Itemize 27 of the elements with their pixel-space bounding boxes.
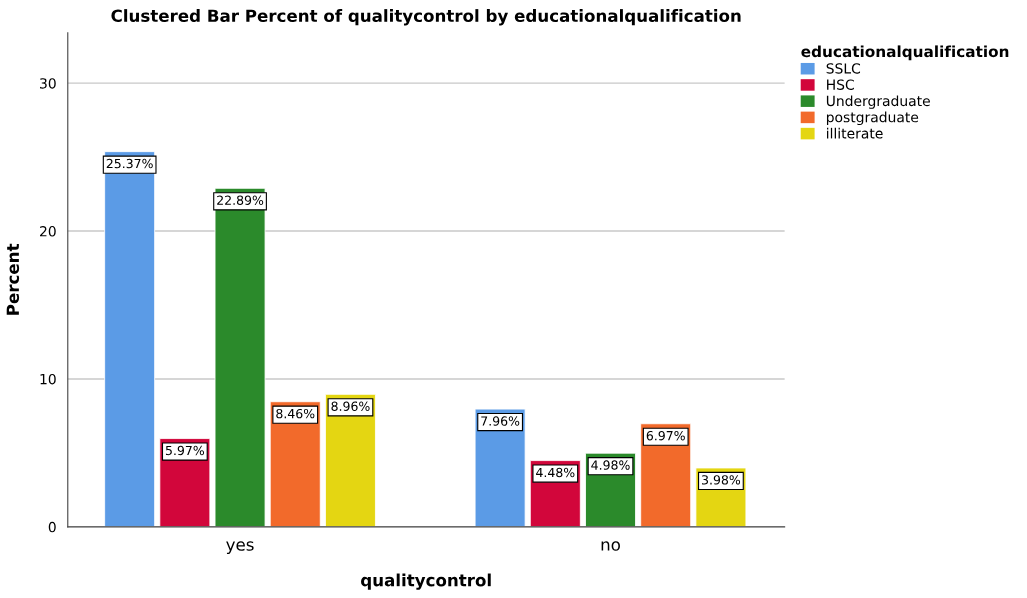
legend-label: illiterate <box>827 127 883 139</box>
x-tick-label: yes <box>226 541 254 555</box>
bar <box>104 151 156 527</box>
legend-label: postgraduate <box>826 111 919 126</box>
legend-label: HSC <box>827 79 854 90</box>
data-label: 7.96% <box>481 416 520 426</box>
data-label: 8.96% <box>331 401 370 411</box>
y-tick-label: 0 <box>48 521 56 533</box>
y-tick-label: 30 <box>40 78 56 89</box>
bar <box>214 187 266 527</box>
data-label: 6.97% <box>646 430 685 441</box>
legend-label: SSLC <box>826 63 861 74</box>
y-tick-label: 20 <box>40 226 56 237</box>
y-axis-title: Percent <box>6 243 20 315</box>
x-axis-title: qualitycontrol <box>361 573 491 590</box>
data-label: 25.37% <box>106 158 153 169</box>
data-label: 22.89% <box>217 195 264 205</box>
data-label: 5.97% <box>165 445 205 456</box>
data-label: 4.48% <box>536 467 575 478</box>
data-label: 8.46% <box>276 408 315 419</box>
legend-title: educationalqualification <box>801 45 1009 61</box>
y-tick-label: 10 <box>40 373 56 385</box>
data-label: 4.98% <box>591 460 630 470</box>
legend-label: Undergraduate <box>826 95 930 109</box>
x-tick-label: no <box>601 541 620 551</box>
data-label: 3.98% <box>702 475 741 485</box>
chart-title: Clustered Bar Percent of qualitycontrol by educationalqualification <box>111 9 741 26</box>
